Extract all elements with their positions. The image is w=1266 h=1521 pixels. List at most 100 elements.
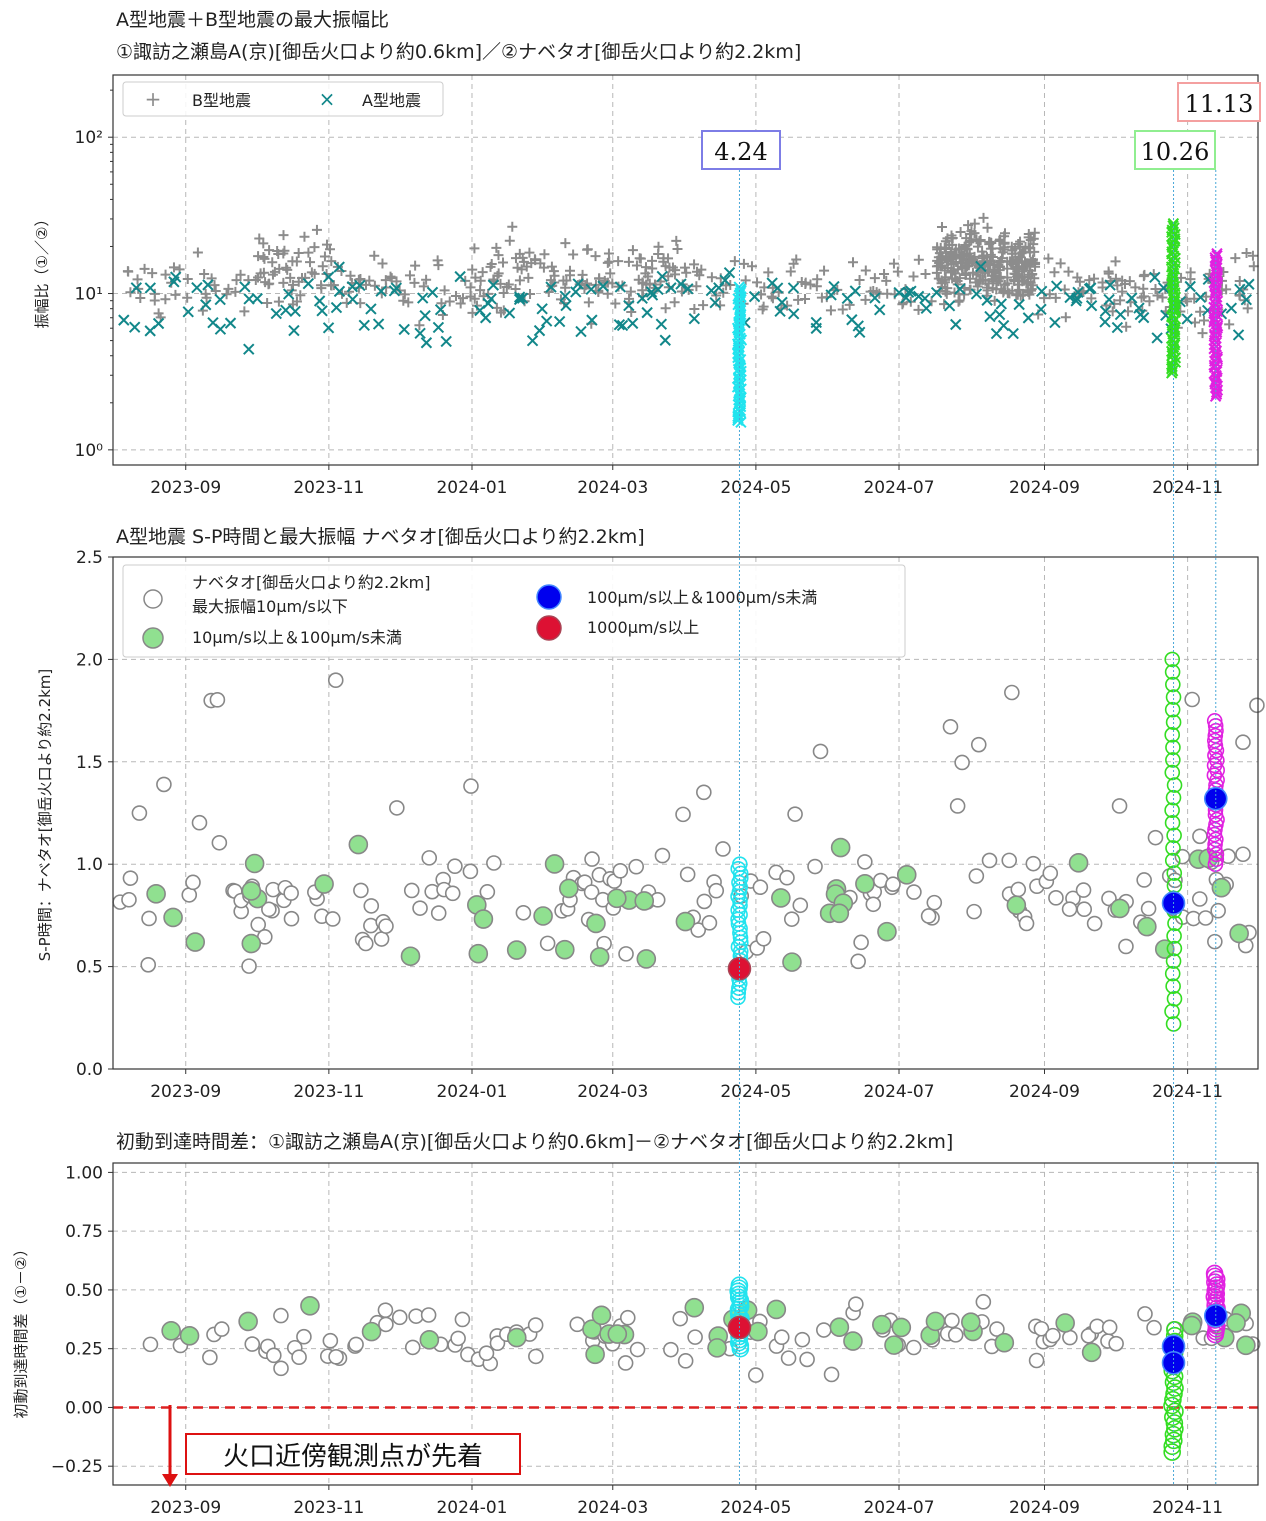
b-type-point (613, 256, 624, 267)
b-type-point (530, 255, 541, 266)
highlight-point-1 (1164, 664, 1181, 680)
small-amplitude-point (142, 1336, 159, 1353)
b-type-point (1043, 253, 1054, 264)
small-amplitude-point (747, 1367, 764, 1383)
a-type-point (282, 288, 295, 300)
small-amplitude-point (273, 1360, 289, 1377)
small-amplitude-point (865, 896, 882, 913)
b-type-point (560, 238, 571, 249)
legend-red-circle (536, 615, 562, 641)
medium-amplitude-point (748, 1321, 768, 1342)
b-type-point (293, 276, 304, 287)
small-amplitude-point (690, 922, 707, 938)
a-type-point (1099, 305, 1112, 317)
small-amplitude-point (942, 718, 959, 735)
medium-amplitude-point (533, 906, 553, 926)
small-amplitude-point (687, 1329, 703, 1345)
b-type-point (421, 274, 432, 285)
y-tick-label: 0.00 (65, 1398, 103, 1418)
b-type-point (1023, 229, 1034, 240)
small-amplitude-point (663, 1341, 679, 1358)
medium-amplitude-point (1211, 877, 1232, 898)
a-type-point (487, 279, 500, 291)
b-type-point (1241, 247, 1252, 258)
small-amplitude-point (617, 1355, 634, 1371)
a-type-point (614, 281, 627, 293)
b-type-point (1110, 273, 1121, 284)
small-amplitude-point (1010, 881, 1027, 898)
small-amplitude-point (696, 784, 712, 801)
b-type-point (125, 287, 136, 298)
b-type-point (691, 281, 702, 292)
y-tick-label: 0.0 (76, 1060, 103, 1080)
medium-amplitude-point (586, 913, 606, 934)
b-type-point (432, 255, 443, 266)
highlight-point-1 (1164, 1390, 1182, 1409)
a-type-point (419, 309, 431, 322)
b-type-point (785, 266, 796, 277)
b-type-point (946, 259, 957, 270)
small-amplitude-point (1197, 910, 1214, 926)
b-type-point (239, 306, 250, 317)
b-type-point (439, 285, 450, 296)
b-type-point (729, 256, 740, 267)
b-type-point (1016, 248, 1027, 259)
highlight-point-1 (1165, 363, 1178, 375)
b-type-point (199, 268, 210, 279)
a-type-point (776, 296, 788, 309)
a-type-point (533, 324, 546, 337)
b-type-point (467, 307, 478, 318)
small-amplitude-point (779, 869, 795, 886)
a-type-point (333, 285, 346, 298)
small-amplitude-point (807, 858, 823, 875)
a-type-point (997, 319, 1010, 332)
small-amplitude-point (783, 911, 800, 927)
x-tick-label: 2024-07 (863, 1498, 934, 1518)
a-type-point (398, 323, 410, 336)
b-type-point (295, 290, 306, 301)
small-amplitude-point (857, 854, 873, 870)
a-type-point (414, 327, 426, 340)
medium-amplitude-point (961, 1312, 981, 1332)
panel3-y-ticks: −0.25 0.00 0.25 0.50 0.75 1.00 (51, 1163, 113, 1477)
b-type-point (1055, 258, 1066, 269)
panel2-y-ticks: 0.0 0.5 1.0 1.5 2.0 2.5 (76, 548, 113, 1080)
b-type-point (139, 263, 150, 274)
b-type-point (539, 249, 550, 260)
b-type-point (524, 247, 535, 258)
medium-amplitude-point (634, 891, 655, 911)
small-amplitude-point (363, 898, 380, 914)
small-amplitude-point (773, 1329, 790, 1346)
b-type-point (564, 265, 575, 276)
small-amplitude-point (823, 1366, 840, 1383)
a-type-point (705, 284, 718, 297)
small-amplitude-point (450, 1330, 466, 1347)
highlight-point-1 (1166, 865, 1183, 881)
small-amplitude-point (244, 1336, 261, 1352)
b-type-point (498, 287, 509, 298)
b-type-point (984, 236, 995, 247)
b-type-point (1112, 280, 1123, 291)
small-amplitude-point (1045, 1327, 1061, 1344)
small-amplitude-point (816, 1322, 832, 1338)
x-tick-label: 2024-09 (1009, 478, 1080, 498)
b-type-point (309, 242, 320, 253)
small-amplitude-point (404, 1339, 421, 1356)
small-amplitude-point (420, 1307, 437, 1323)
b-type-point (1224, 319, 1235, 330)
medium-amplitude-point (468, 943, 489, 964)
highlight-point-1 (1165, 739, 1181, 756)
b-type-point (507, 221, 518, 232)
b-type-point (369, 280, 380, 291)
b-type-point (696, 264, 707, 275)
b-type-point (471, 300, 482, 311)
highlight-point-1 (1164, 701, 1181, 718)
b-type-point (974, 236, 985, 247)
medium-amplitude-point (872, 1314, 892, 1335)
b-type-point (860, 294, 871, 305)
small-amplitude-point (140, 956, 157, 973)
x-tick-label: 2023-11 (293, 1082, 364, 1102)
highlight-point-2 (1208, 851, 1225, 868)
legend-entry-b-type: B型地震 (192, 91, 251, 110)
a-type-point (354, 279, 366, 292)
